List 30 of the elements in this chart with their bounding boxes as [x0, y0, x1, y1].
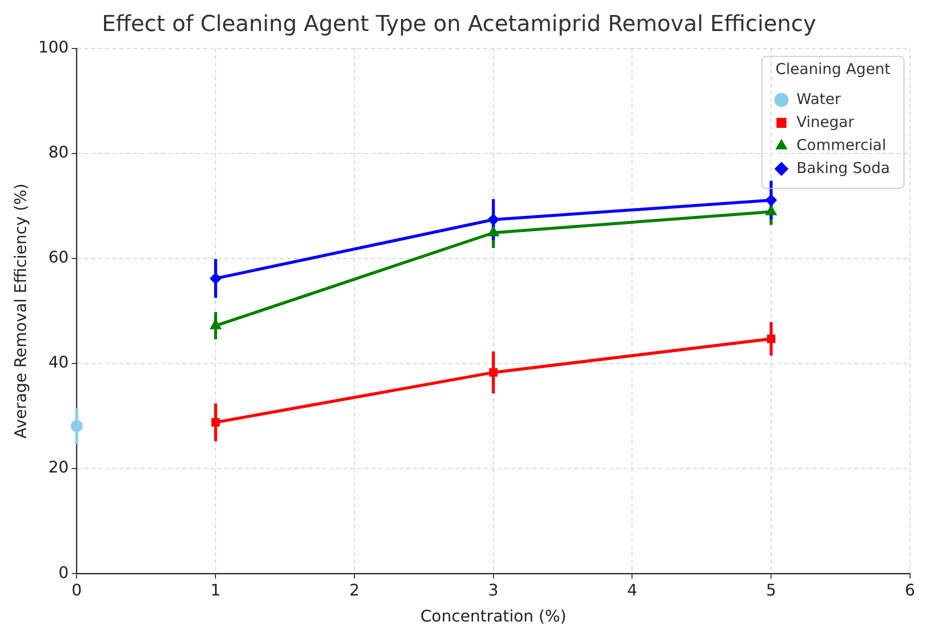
y-tick-label: 60	[48, 248, 69, 267]
x-tick-label: 6	[904, 580, 916, 600]
x-tick-label: 1	[210, 580, 221, 600]
y-tick-label: 100	[38, 38, 69, 57]
y-tick-label: 40	[48, 352, 69, 372]
legend-label: Vinegar	[796, 112, 856, 131]
y-axis-title: Average Removal Efficiency (%)	[10, 183, 30, 439]
point	[487, 214, 500, 226]
point	[765, 204, 778, 216]
legend-title: Cleaning Agent	[776, 60, 891, 78]
x-tick-label: 2	[349, 580, 360, 600]
y-tick-label: 80	[48, 142, 69, 162]
point	[210, 272, 222, 284]
point	[489, 368, 498, 377]
x-axis-title: Concentration (%)	[420, 606, 566, 626]
x-tick-label: 3	[488, 580, 498, 600]
point	[70, 420, 83, 432]
point	[211, 418, 220, 427]
point	[487, 226, 500, 236]
point	[766, 334, 776, 344]
legend-label: Water	[796, 90, 842, 108]
point	[765, 194, 778, 206]
y-tick-label: 0	[58, 562, 69, 582]
legend-label: Baking Soda	[796, 158, 890, 177]
legend-label: Commercial	[796, 136, 886, 154]
chart-title: Effect of Cleaning Agent Type on Acetamiprid Removal Efficiency	[102, 12, 816, 37]
x-tick-label: 4	[627, 580, 638, 600]
x-tick-label: 5	[766, 580, 776, 600]
x-tick-label: 0	[72, 580, 82, 600]
y-tick-label: 20	[48, 458, 69, 477]
